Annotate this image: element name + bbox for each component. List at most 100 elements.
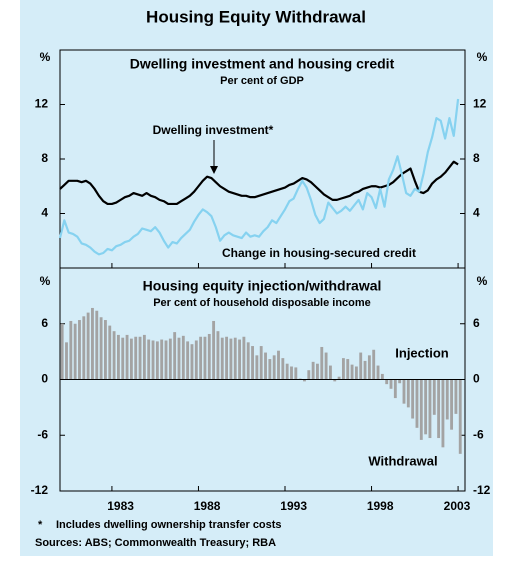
bar xyxy=(346,359,350,380)
bar xyxy=(415,379,419,428)
bar xyxy=(450,379,454,430)
bar xyxy=(121,337,125,380)
bar xyxy=(329,365,332,380)
bar xyxy=(350,364,354,380)
bar xyxy=(303,379,306,382)
annotation: Withdrawal xyxy=(368,453,437,468)
bar xyxy=(259,346,263,380)
bar xyxy=(432,379,436,415)
bar xyxy=(424,379,428,435)
bar xyxy=(60,323,64,380)
y-unit: % xyxy=(40,50,51,64)
line-series xyxy=(58,98,460,256)
y-tick-label: -12 xyxy=(31,483,49,497)
y-unit: % xyxy=(477,50,488,64)
bar xyxy=(95,310,99,380)
bar xyxy=(454,379,458,414)
x-tick-label: 1998 xyxy=(367,499,394,513)
x-tick-label: 1983 xyxy=(107,499,134,513)
bar xyxy=(402,379,406,404)
bar xyxy=(233,337,237,380)
bar xyxy=(164,340,168,380)
y-tick-label: 6 xyxy=(473,316,480,330)
bar xyxy=(277,350,280,380)
bar xyxy=(147,339,151,380)
bar xyxy=(225,336,229,380)
background xyxy=(20,0,493,556)
chart-title: Housing Equity Withdrawal xyxy=(146,7,366,26)
x-tick-label: 1993 xyxy=(280,499,307,513)
panel-subtitle: Per cent of GDP xyxy=(220,75,304,87)
bar xyxy=(380,373,384,380)
bar xyxy=(354,366,358,380)
footnote: Includes dwelling ownership transfer cos… xyxy=(56,519,282,531)
bar xyxy=(290,366,293,380)
sources: Sources: ABS; Commonwealth Treasury; RBA xyxy=(35,537,276,549)
bar xyxy=(177,337,181,380)
y-tick-label: 0 xyxy=(41,372,48,386)
y-tick-label: 4 xyxy=(473,206,480,220)
bar xyxy=(82,316,86,380)
bar xyxy=(333,379,337,382)
bar xyxy=(251,346,254,380)
bar xyxy=(458,379,462,454)
bar xyxy=(138,336,142,380)
bar xyxy=(359,352,363,380)
bar xyxy=(142,334,146,380)
y-tick-label: 8 xyxy=(41,151,48,165)
bar xyxy=(194,340,198,380)
x-tick-label: 2003 xyxy=(444,499,471,513)
bar xyxy=(229,338,233,380)
bar xyxy=(445,379,449,420)
bar xyxy=(441,379,445,448)
bar xyxy=(367,355,371,380)
bar xyxy=(78,320,81,380)
bar xyxy=(268,359,272,380)
y-tick-label: -6 xyxy=(473,427,484,441)
bar xyxy=(212,320,216,380)
annotation-arrowhead xyxy=(210,166,218,174)
footnote-marker: * xyxy=(38,519,43,531)
bar xyxy=(242,336,246,380)
bar xyxy=(337,376,341,380)
bar xyxy=(112,331,116,380)
y-tick-label: 0 xyxy=(473,372,480,386)
bar xyxy=(129,338,133,380)
bar xyxy=(125,334,129,380)
y-unit: % xyxy=(477,274,488,288)
bar xyxy=(311,361,315,380)
bar xyxy=(264,352,267,380)
panel-subtitle: Per cent of household disposable income xyxy=(153,297,371,309)
bar xyxy=(199,336,203,380)
bar xyxy=(272,355,276,380)
y-tick-label: 12 xyxy=(35,97,49,111)
bar xyxy=(341,358,345,380)
bar xyxy=(220,337,224,380)
bar xyxy=(385,379,389,385)
bar xyxy=(134,336,138,380)
bar xyxy=(207,333,211,380)
y-tick-label: 12 xyxy=(473,97,487,111)
bar xyxy=(160,339,164,380)
bar xyxy=(320,346,324,380)
bar xyxy=(372,349,376,380)
bar xyxy=(294,367,298,380)
bar xyxy=(406,379,410,408)
bar xyxy=(419,379,423,440)
bar xyxy=(99,317,103,380)
bar xyxy=(216,331,220,380)
bar xyxy=(190,344,194,380)
bar xyxy=(281,358,285,380)
bar xyxy=(203,336,207,380)
annotation: Change in housing-secured credit xyxy=(222,246,416,260)
annotation: Injection xyxy=(395,345,449,360)
bar xyxy=(238,339,241,380)
bar xyxy=(65,342,68,380)
bar xyxy=(108,325,112,380)
bar xyxy=(307,370,311,380)
y-unit: % xyxy=(40,274,51,288)
bar xyxy=(86,312,90,380)
bar xyxy=(376,365,380,380)
plot-frame xyxy=(59,49,466,492)
